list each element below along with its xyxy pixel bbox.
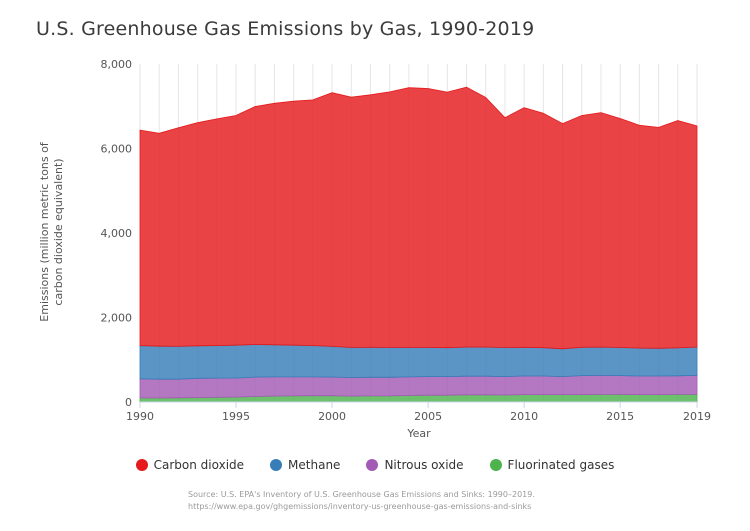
y-tick-label: 6,000 bbox=[101, 143, 133, 156]
legend-swatch-fluorinated-gases bbox=[489, 459, 502, 471]
legend-item-fluorinated-gases[interactable]: Fluorinated gases bbox=[489, 458, 615, 472]
legend-swatch-methane bbox=[270, 459, 283, 471]
area-series-methane[interactable] bbox=[139, 344, 698, 380]
legend-item-methane[interactable]: Methane bbox=[270, 458, 340, 472]
x-tick-label: 2000 bbox=[318, 410, 346, 423]
legend-item-carbon-dioxide[interactable]: Carbon dioxide bbox=[135, 458, 245, 472]
y-axis-title-line1: Emissions (million metric tons of bbox=[38, 141, 51, 321]
y-tick-label: 8,000 bbox=[101, 58, 133, 71]
x-tick-label: 2010 bbox=[510, 410, 538, 423]
source-note: Source: U.S. EPA's Inventory of U.S. Gre… bbox=[188, 489, 535, 513]
area-layer bbox=[139, 86, 698, 403]
legend-label-carbon-dioxide: Carbon dioxide bbox=[153, 458, 245, 472]
area-series-carbon-dioxide[interactable] bbox=[139, 86, 698, 350]
legend-label-nitrous-oxide: Nitrous oxide bbox=[384, 458, 464, 472]
y-tick-label: 4,000 bbox=[101, 227, 133, 240]
x-tick-label: 1990 bbox=[126, 410, 154, 423]
x-tick-label: 2019 bbox=[683, 410, 711, 423]
x-tick-label: 1995 bbox=[222, 410, 250, 423]
legend-label-fluorinated-gases: Fluorinated gases bbox=[507, 458, 615, 472]
axis-layer: 0 2,000 4,000 6,000 8,000 1990 1995 2000 2005 201… bbox=[101, 58, 712, 423]
source-line-2[interactable]: https://www.epa.gov/ghgemissions/invento… bbox=[188, 502, 532, 511]
area-series-nitrous-oxide[interactable] bbox=[139, 374, 698, 399]
legend-label-methane: Methane bbox=[288, 458, 341, 472]
x-tick-label: 2015 bbox=[606, 410, 634, 423]
legend-swatch-nitrous-oxide bbox=[366, 459, 379, 471]
legend-swatch-carbon-dioxide bbox=[135, 459, 148, 471]
y-axis-title-line2: carbon dioxide equivalent) bbox=[52, 158, 65, 305]
chart-title: U.S. Greenhouse Gas Emissions by Gas, 19… bbox=[36, 18, 535, 40]
legend-item-nitrous-oxide[interactable]: Nitrous oxide bbox=[366, 458, 464, 472]
x-axis-title: Year bbox=[406, 427, 431, 440]
x-tick-label: 2005 bbox=[414, 410, 442, 423]
chart-legend: Carbon dioxide Methane Nitrous oxide Flu… bbox=[0, 458, 750, 472]
source-line-1: Source: U.S. EPA's Inventory of U.S. Gre… bbox=[188, 490, 535, 499]
y-tick-label: 2,000 bbox=[101, 312, 133, 325]
y-tick-label: 0 bbox=[125, 396, 132, 409]
